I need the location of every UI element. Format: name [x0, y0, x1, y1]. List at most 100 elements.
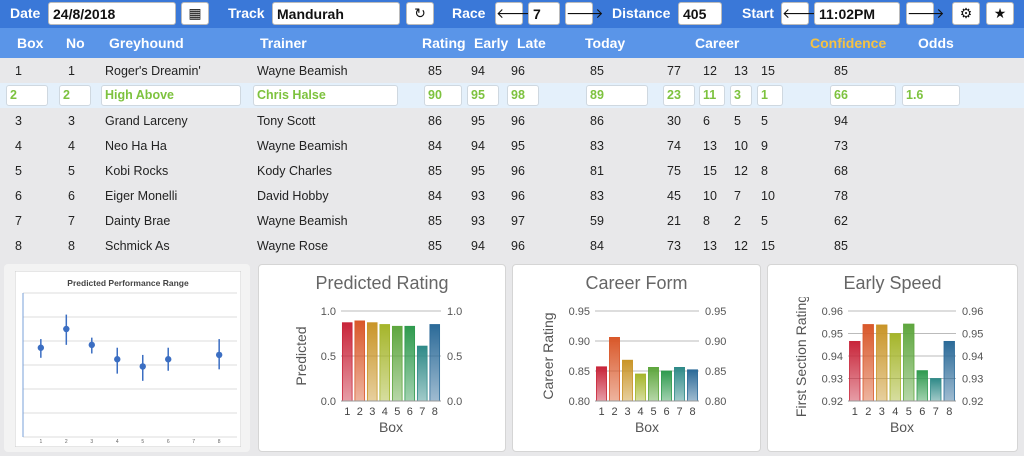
- cell-c2[interactable]: 11: [699, 85, 725, 106]
- x-tick-label: 2: [611, 406, 617, 418]
- next-start-button[interactable]: 🡒: [906, 2, 945, 25]
- x-tick-label: 8: [946, 406, 952, 418]
- calendar-button[interactable]: ▦: [181, 2, 209, 25]
- x-axis-label: Box: [890, 419, 914, 435]
- col-today[interactable]: Today: [585, 35, 626, 51]
- date-field[interactable]: 24/8/2018: [48, 2, 176, 25]
- cell-no: 5: [68, 164, 75, 178]
- cell-early: 93: [471, 189, 485, 203]
- col-greyhound[interactable]: Greyhound: [109, 35, 184, 51]
- col-late[interactable]: Late: [517, 35, 546, 51]
- cell-no[interactable]: 2: [59, 85, 91, 106]
- race-field[interactable]: 7: [528, 2, 560, 25]
- favorite-button[interactable]: ★: [986, 2, 1014, 25]
- cell-c4[interactable]: 1: [757, 85, 783, 106]
- cell-c2: 10: [703, 189, 717, 203]
- next-race-button[interactable]: 🡒: [565, 2, 604, 25]
- x-tick-label: 4: [382, 406, 388, 418]
- col-odds[interactable]: Odds: [918, 35, 954, 51]
- cell-odds[interactable]: 1.6: [902, 85, 960, 106]
- cell-today: 81: [590, 164, 604, 178]
- x-tick-label: 2: [865, 406, 871, 418]
- cell-today: 84: [590, 239, 604, 253]
- arrow-right-icon: 🡒: [907, 5, 945, 21]
- col-trainer[interactable]: Trainer: [260, 35, 307, 51]
- prev-race-button[interactable]: 🡐: [495, 2, 534, 25]
- cell-trainer: David Hobby: [257, 189, 329, 203]
- early-speed-chart: 0.92 0.92 0.93 0.93 0.94 0.94 0.95 0.95 0.96 0.96…: [793, 297, 983, 435]
- table-row[interactable]: 8 8 Schmick As Wayne Rose 85 94 96 84 73 13 12 15 85: [0, 233, 1024, 258]
- cell-trainer: Wayne Beamish: [257, 214, 348, 228]
- y2-tick-label: 0.92: [962, 396, 983, 408]
- refresh-button[interactable]: ↻: [406, 2, 434, 25]
- cell-c2: 13: [703, 139, 717, 153]
- distance-field[interactable]: 405: [678, 2, 722, 25]
- cell-box: 8: [15, 239, 22, 253]
- table-row[interactable]: 7 7 Dainty Brae Wayne Beamish 85 93 97 59 21 8 2 5 6…: [0, 208, 1024, 233]
- arrow-right-icon: 🡒: [566, 5, 604, 21]
- cell-box[interactable]: 2: [6, 85, 48, 106]
- x-tick-label: 5: [394, 406, 400, 418]
- table-row[interactable]: 1 1 Roger's Dreamin' Wayne Beamish 85 94 96 85 7…: [0, 58, 1024, 83]
- col-career[interactable]: Career: [695, 35, 740, 51]
- y2-tick-label: 0.80: [705, 396, 726, 408]
- predicted-rating-panel: Predicted Rating 0.0 0.0 0.5 0.5 1.0 1.0 1 2 3 4 5…: [258, 264, 506, 452]
- x-tick-label: 1: [852, 406, 858, 418]
- table-row[interactable]: 4 4 Neo Ha Ha Wayne Beamish 84 94 95 83 74 13 10 9 7…: [0, 133, 1024, 158]
- race-label: Race: [452, 5, 486, 21]
- table-row[interactable]: 3 3 Grand Larceny Tony Scott 86 95 96 86 30 6 5 5 94: [0, 108, 1024, 133]
- cell-c3[interactable]: 3: [730, 85, 752, 106]
- bar: [622, 359, 633, 402]
- career-form-chart: 0.80 0.80 0.85 0.85 0.90 0.90 0.95 0.95 1 2 3 4 5 6 7 8…: [540, 306, 726, 435]
- range-tick-label: 1: [39, 439, 42, 445]
- cell-early: 95: [471, 114, 485, 128]
- table-row[interactable]: 6 6 Eiger Monelli David Hobby 84 93 96 83 45 10 7 1…: [0, 183, 1024, 208]
- col-rating[interactable]: Rating: [422, 35, 466, 51]
- y-tick-label: 0.5: [321, 351, 336, 363]
- cell-early[interactable]: 95: [467, 85, 499, 106]
- table-header: Box No Greyhound Trainer Rating Early La…: [0, 28, 1024, 58]
- performance-range-panel: Predicted Performance Range 1 2 3 4 5 6 7 8: [4, 264, 250, 452]
- prev-start-button[interactable]: 🡐: [781, 2, 820, 25]
- cell-dog[interactable]: High Above: [101, 85, 241, 106]
- cell-c2: 12: [703, 64, 717, 78]
- y2-tick-label: 0.95: [705, 306, 726, 318]
- cell-dog: Roger's Dreamin': [105, 64, 201, 78]
- y2-tick-label: 0.90: [705, 336, 726, 348]
- cell-dog: Eiger Monelli: [105, 189, 178, 203]
- col-early[interactable]: Early: [474, 35, 509, 51]
- cell-today: 59: [590, 214, 604, 228]
- cell-rating: 85: [428, 164, 442, 178]
- cell-box: 6: [15, 189, 22, 203]
- y-tick-label: 0.93: [822, 374, 843, 386]
- cell-c1[interactable]: 23: [663, 85, 695, 106]
- y-tick-label: 0.96: [822, 306, 843, 318]
- cell-conf[interactable]: 66: [830, 85, 896, 106]
- col-no[interactable]: No: [66, 35, 85, 51]
- cell-dog: Neo Ha Ha: [105, 139, 167, 153]
- range-point: [139, 363, 146, 370]
- table-row[interactable]: 5 5 Kobi Rocks Kody Charles 85 95 96 81 75 15 12 8 6…: [0, 158, 1024, 183]
- range-point: [165, 356, 172, 363]
- cell-rating[interactable]: 90: [424, 85, 462, 106]
- cell-conf: 73: [834, 139, 848, 153]
- y-axis-label: Predicted: [293, 326, 309, 385]
- bar: [379, 324, 391, 402]
- settings-button[interactable]: ⚙: [952, 2, 980, 25]
- cell-trainer: Kody Charles: [257, 164, 333, 178]
- cell-late[interactable]: 98: [507, 85, 539, 106]
- cell-today: 85: [590, 64, 604, 78]
- y2-tick-label: 0.95: [962, 329, 983, 341]
- bar: [849, 340, 861, 402]
- cell-c3: 12: [734, 164, 748, 178]
- cell-today[interactable]: 89: [586, 85, 648, 106]
- bar: [862, 324, 874, 402]
- cell-conf: 68: [834, 164, 848, 178]
- cell-c3: 7: [734, 189, 741, 203]
- table-row-selected[interactable]: 2 2 High Above Chris Halse 90 95 98 89 23 11 3 1 66 1…: [0, 83, 1024, 108]
- cell-trainer[interactable]: Chris Halse: [253, 85, 398, 106]
- track-field[interactable]: Mandurah: [272, 2, 400, 25]
- col-box[interactable]: Box: [17, 35, 44, 51]
- col-confidence[interactable]: Confidence: [810, 35, 887, 51]
- start-time-field[interactable]: 11:02PM: [814, 2, 900, 25]
